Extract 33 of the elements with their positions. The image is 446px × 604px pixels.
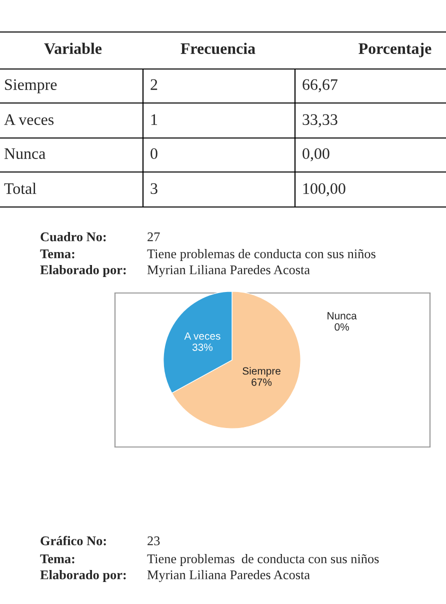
text: 0% (334, 323, 349, 331)
text: 100,00 (303, 183, 346, 196)
text: 0 (150, 148, 158, 159)
text: Frecuencia (180, 42, 256, 54)
text: 3 (150, 183, 158, 194)
text: Tema: (40, 554, 74, 564)
text: Siempre (5, 79, 57, 94)
text: Elaborado por: (40, 570, 126, 582)
data-label: 67% (252, 378, 272, 386)
text: 1 (151, 114, 158, 125)
text: Total (4, 182, 36, 194)
text: 27 (148, 232, 160, 242)
text: Tiene problemas de conducta con sus niños (147, 554, 379, 566)
data-label: 33% (192, 344, 213, 351)
text: 23 (148, 536, 160, 546)
text: 2 (150, 79, 158, 90)
text: 33,33 (302, 114, 338, 128)
slice-label: A veces (184, 332, 220, 340)
text: Porcentaje (358, 42, 432, 58)
text: A veces (4, 114, 54, 125)
text: Variable (44, 42, 102, 54)
text: Cuadro No: (40, 232, 106, 242)
text: Myrian Liliana Paredes Acosta (147, 570, 310, 582)
text: Tiene problemas de conducta con sus niños (147, 249, 376, 261)
text: Gráfico No: (40, 536, 106, 546)
text: 0,00 (302, 148, 330, 162)
text: Elaborado por: (40, 265, 126, 277)
slice-label: Siempre (242, 367, 280, 377)
category-label: Nunca (328, 312, 357, 320)
text: Myrian Liliana Paredes Acosta (147, 265, 310, 277)
text: Tema: (40, 250, 74, 258)
text: Nunca (4, 148, 46, 159)
text: 66,67 (302, 79, 338, 92)
